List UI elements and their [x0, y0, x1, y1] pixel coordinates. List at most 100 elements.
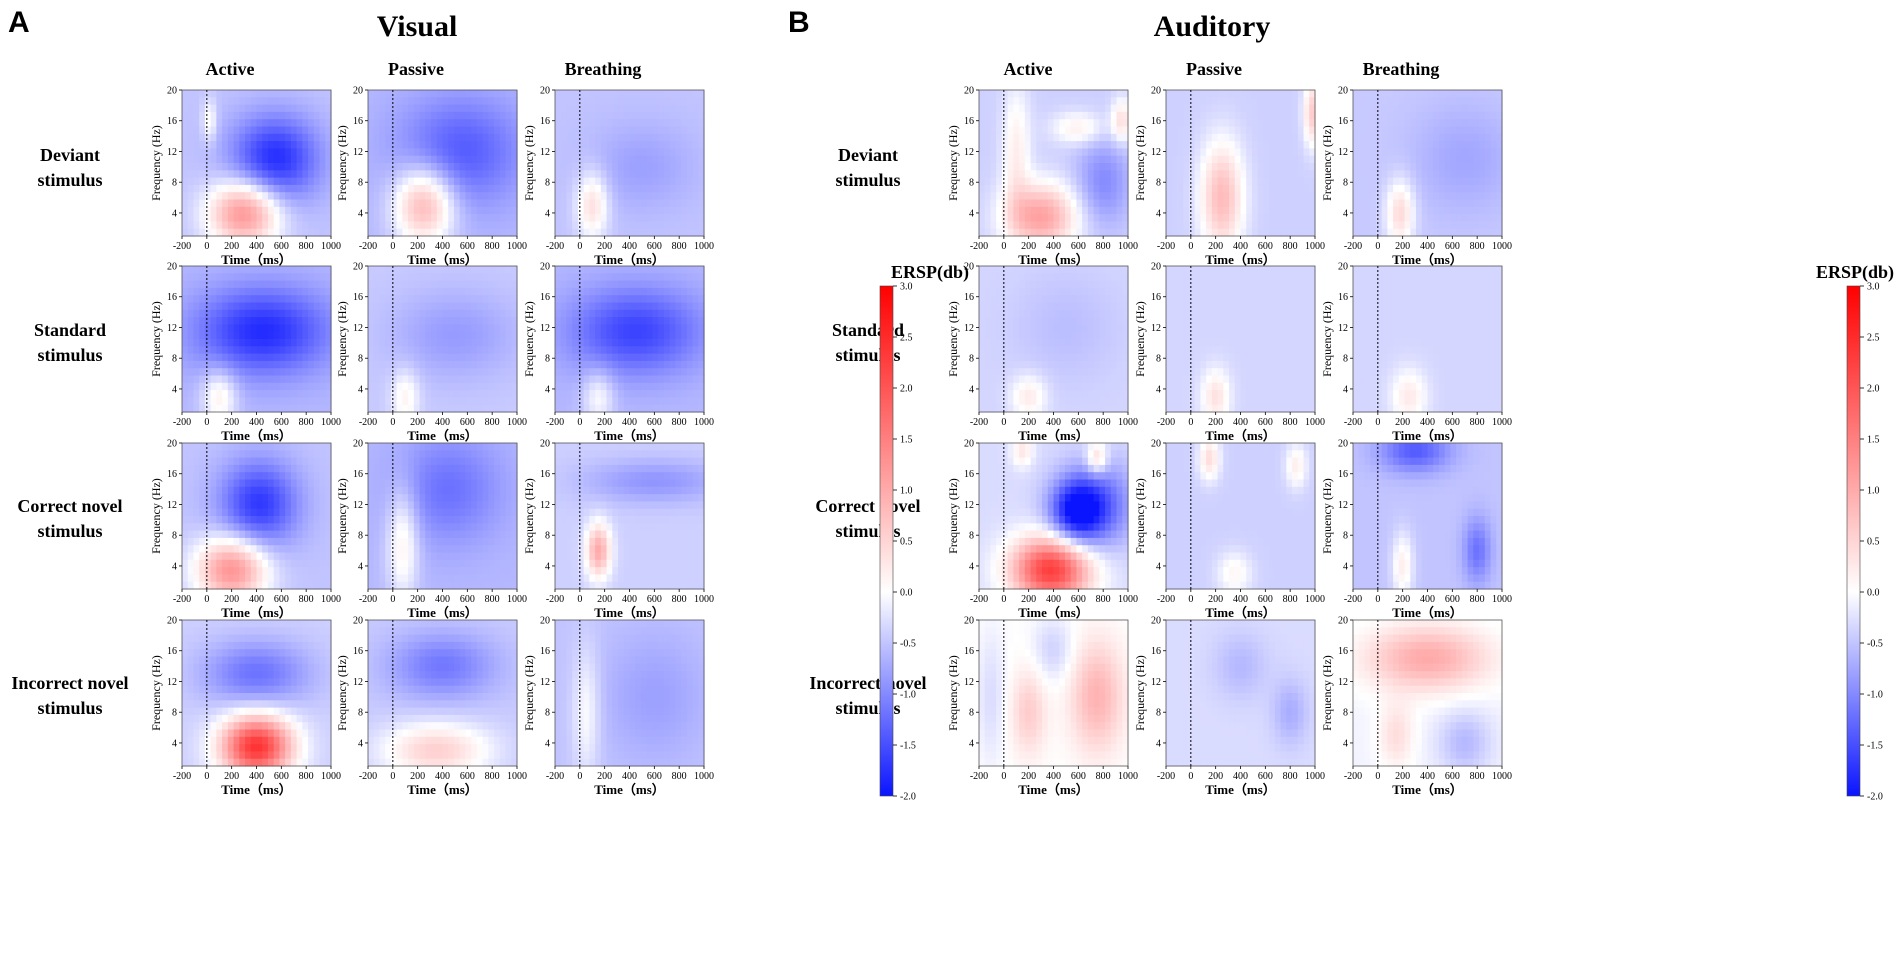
heatmap-cell [396, 530, 403, 539]
heatmap-cell [453, 523, 461, 532]
heatmap-cell [187, 280, 195, 289]
heatmap-cell [589, 104, 596, 113]
heatmap-cell [453, 177, 461, 186]
heatmap-cell [210, 90, 217, 98]
heatmap-cell [419, 177, 426, 186]
heatmap-cell [431, 494, 438, 502]
heatmap-cell [413, 443, 421, 451]
heatmap-cell [302, 501, 309, 510]
heatmap-cell [187, 368, 195, 377]
heatmap-cell [390, 581, 398, 590]
heatmap-cell [302, 450, 309, 459]
heatmap-cell [600, 486, 608, 495]
heatmap-cell [436, 163, 444, 171]
heatmap-cell [239, 324, 246, 333]
heatmap-cell [431, 97, 438, 106]
heatmap-cell [308, 228, 315, 237]
heatmap-cell [227, 443, 235, 451]
heatmap-cell [600, 302, 608, 311]
heatmap-cell [465, 148, 472, 157]
heatmap-cell [408, 199, 415, 208]
heatmap-cell [640, 126, 648, 135]
heatmap-cell [222, 567, 229, 575]
heatmap-cell [210, 177, 217, 186]
heatmap-cell [408, 280, 415, 289]
heatmap-cell [583, 494, 590, 502]
heatmap-cell [239, 353, 246, 362]
heatmap-cell [494, 353, 501, 362]
heatmap-cell [442, 353, 449, 362]
heatmap-cell [419, 163, 426, 171]
heatmap-cell [629, 479, 636, 488]
heatmap-cell [471, 199, 478, 208]
heatmap-cell [600, 192, 608, 201]
heatmap-cell [459, 464, 467, 473]
heatmap-cell [595, 221, 602, 230]
heatmap-cell [296, 360, 303, 369]
heatmap-cell [182, 700, 189, 709]
heatmap-cell [595, 450, 602, 459]
heatmap-cell [368, 537, 375, 546]
heatmap-cell [273, 537, 281, 546]
heatmap-cell [652, 494, 659, 502]
heatmap-cell [494, 479, 501, 488]
heatmap-cell [256, 184, 263, 193]
heatmap-cell [663, 516, 671, 524]
heatmap-cell [595, 192, 602, 201]
x-tick-label: 1000 [507, 594, 527, 605]
x-tick-label: 200 [597, 241, 612, 252]
heatmap-cell [698, 464, 705, 473]
heatmap-cell [390, 280, 398, 289]
heatmap-cell [436, 404, 444, 413]
heatmap-cell [273, 464, 281, 473]
heatmap-cell [267, 97, 275, 106]
heatmap-cell [436, 141, 444, 149]
heatmap-cell [442, 119, 449, 128]
heatmap-cell [658, 148, 665, 157]
heatmap-cell [442, 339, 449, 347]
heatmap-cell [385, 523, 392, 532]
heatmap-cell [669, 280, 676, 289]
heatmap-cell [182, 302, 189, 311]
heatmap-cell [187, 126, 195, 135]
heatmap-cell [640, 177, 648, 186]
heatmap-cell [686, 302, 694, 311]
heatmap-cell [216, 97, 223, 106]
heatmap-cell [646, 192, 654, 201]
heatmap-cell [499, 382, 507, 391]
heatmap-cell [658, 192, 665, 201]
heatmap-cell [442, 206, 449, 215]
heatmap-cell [595, 494, 602, 502]
heatmap-cell [216, 545, 223, 554]
heatmap-cell [442, 302, 449, 311]
heatmap-cell [233, 97, 240, 106]
heatmap-cell [379, 266, 386, 274]
heatmap-cell [262, 397, 269, 406]
heatmap-cell [698, 228, 705, 237]
heatmap-cell [419, 111, 426, 120]
heatmap-cell [482, 464, 489, 473]
heatmap-cell [566, 530, 573, 539]
y-tick-label: 8 [545, 531, 550, 542]
x-tick-label: 1000 [507, 241, 527, 252]
heatmap-cell [267, 155, 275, 164]
heatmap-cell [199, 273, 206, 282]
heatmap-cell [618, 530, 625, 539]
heatmap-cell [233, 228, 240, 237]
heatmap-cell [193, 177, 200, 186]
heatmap-cell [302, 375, 309, 384]
heatmap-cell [425, 111, 432, 120]
heatmap-cell [453, 90, 461, 98]
heatmap-cell [408, 266, 415, 274]
heatmap-cell [204, 450, 212, 459]
heatmap-cell [385, 170, 392, 179]
heatmap-cell [396, 552, 403, 561]
heatmap-cell [663, 199, 671, 208]
heatmap-cell [560, 501, 568, 510]
heatmap-cell [640, 501, 648, 510]
heatmap-cell [589, 90, 596, 98]
heatmap-cell [482, 273, 489, 282]
heatmap-cell [419, 273, 426, 282]
heatmap-cell [239, 177, 246, 186]
heatmap-cell [566, 221, 573, 230]
